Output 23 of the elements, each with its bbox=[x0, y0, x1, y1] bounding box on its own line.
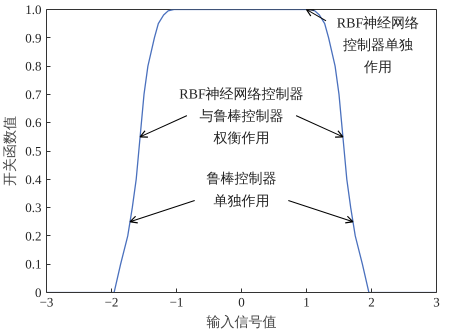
y-tick-label: 0.8 bbox=[25, 58, 42, 74]
y-tick-label: 0.1 bbox=[25, 256, 42, 272]
x-tick-label: 0 bbox=[238, 294, 245, 310]
x-tick-label: 3 bbox=[433, 294, 440, 310]
y-tick-label: 0.9 bbox=[25, 30, 42, 46]
y-tick-label: 1.0 bbox=[25, 2, 42, 17]
x-tick-label: −1 bbox=[170, 294, 184, 310]
annotation: RBF神经网络控制器单独作用 bbox=[336, 16, 420, 76]
y-tick-label: 0.3 bbox=[25, 200, 42, 216]
y-tick-label: 0.5 bbox=[25, 144, 42, 158]
y-axis-title: 开关函数值 bbox=[2, 116, 18, 186]
x-tick-label: 2 bbox=[368, 294, 375, 310]
annotation: 鲁棒控制器单独作用 bbox=[206, 171, 276, 210]
x-axis-title: 输入信号值 bbox=[206, 314, 276, 330]
y-tick-label: 0.4 bbox=[25, 172, 42, 187]
x-tick-label: −3 bbox=[40, 294, 54, 310]
x-tick-label: 1 bbox=[303, 294, 310, 310]
y-tick-label: 0.7 bbox=[25, 86, 42, 102]
y-tick-label: 0.6 bbox=[25, 115, 42, 130]
x-tick-label: −2 bbox=[104, 294, 118, 310]
annotation: RBF神经网络控制器与鲁棒控制器权衡作用 bbox=[179, 86, 304, 146]
y-tick-label: 0.2 bbox=[25, 228, 42, 244]
y-tick-label: 0 bbox=[35, 285, 42, 300]
